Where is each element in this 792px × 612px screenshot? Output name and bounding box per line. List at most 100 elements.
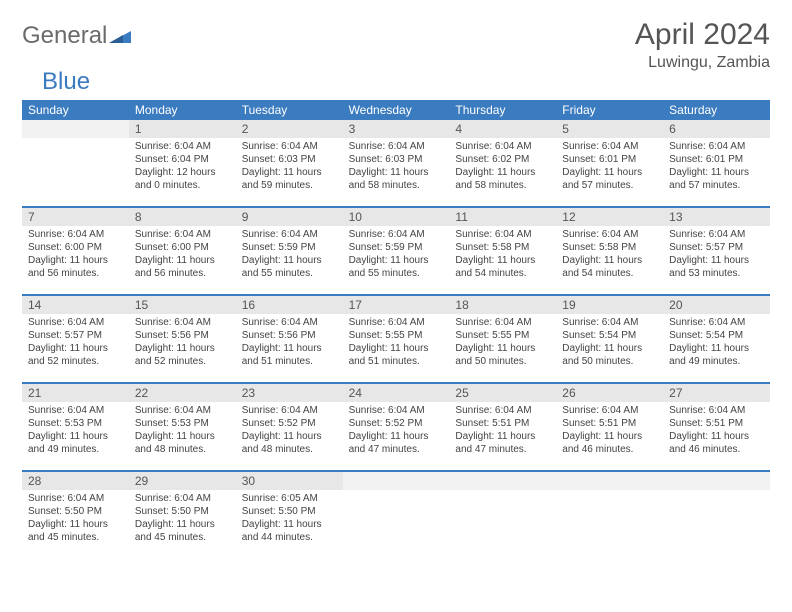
sunrise-text: Sunrise: 6:04 AM: [349, 404, 444, 417]
day-body: Sunrise: 6:05 AMSunset: 5:50 PMDaylight:…: [236, 490, 343, 548]
day-number: [449, 472, 556, 490]
weekday-saturday: Saturday: [663, 100, 770, 120]
sunrise-text: Sunrise: 6:04 AM: [349, 140, 444, 153]
daylight-text: Daylight: 11 hours and 56 minutes.: [28, 254, 123, 280]
calendar-cell: [22, 120, 129, 206]
daylight-text: Daylight: 11 hours and 49 minutes.: [28, 430, 123, 456]
day-body: Sunrise: 6:04 AMSunset: 6:02 PMDaylight:…: [449, 138, 556, 196]
calendar-cell: 22Sunrise: 6:04 AMSunset: 5:53 PMDayligh…: [129, 384, 236, 470]
logo: General: [22, 22, 131, 50]
day-number: 26: [556, 384, 663, 402]
daylight-text: Daylight: 11 hours and 54 minutes.: [455, 254, 550, 280]
day-body: Sunrise: 6:04 AMSunset: 5:58 PMDaylight:…: [556, 226, 663, 284]
day-body: Sunrise: 6:04 AMSunset: 6:03 PMDaylight:…: [236, 138, 343, 196]
sunset-text: Sunset: 5:57 PM: [28, 329, 123, 342]
sunrise-text: Sunrise: 6:04 AM: [242, 228, 337, 241]
sunrise-text: Sunrise: 6:04 AM: [455, 404, 550, 417]
calendar-cell: 17Sunrise: 6:04 AMSunset: 5:55 PMDayligh…: [343, 296, 450, 382]
sunset-text: Sunset: 6:04 PM: [135, 153, 230, 166]
day-body: Sunrise: 6:04 AMSunset: 5:50 PMDaylight:…: [129, 490, 236, 548]
day-number: 6: [663, 120, 770, 138]
day-number: 9: [236, 208, 343, 226]
logo-text-2: Blue: [42, 68, 90, 95]
sunset-text: Sunset: 5:56 PM: [135, 329, 230, 342]
daylight-text: Daylight: 11 hours and 55 minutes.: [349, 254, 444, 280]
day-body: Sunrise: 6:04 AMSunset: 5:50 PMDaylight:…: [22, 490, 129, 548]
sunrise-text: Sunrise: 6:04 AM: [242, 404, 337, 417]
daylight-text: Daylight: 11 hours and 57 minutes.: [562, 166, 657, 192]
calendar-page: General April 2024 Luwingu, Zambia Blue …: [0, 0, 792, 576]
daylight-text: Daylight: 11 hours and 52 minutes.: [28, 342, 123, 368]
day-body: [663, 490, 770, 496]
calendar-week: 14Sunrise: 6:04 AMSunset: 5:57 PMDayligh…: [22, 294, 770, 382]
calendar-cell: [449, 472, 556, 558]
sunset-text: Sunset: 5:51 PM: [669, 417, 764, 430]
day-body: Sunrise: 6:04 AMSunset: 6:03 PMDaylight:…: [343, 138, 450, 196]
sunset-text: Sunset: 5:51 PM: [562, 417, 657, 430]
daylight-text: Daylight: 11 hours and 47 minutes.: [349, 430, 444, 456]
sunset-text: Sunset: 5:54 PM: [562, 329, 657, 342]
day-number: 5: [556, 120, 663, 138]
calendar-cell: 9 Sunrise: 6:04 AMSunset: 5:59 PMDaylight…: [236, 208, 343, 294]
sunrise-text: Sunrise: 6:04 AM: [669, 404, 764, 417]
calendar-cell: 29Sunrise: 6:04 AMSunset: 5:50 PMDayligh…: [129, 472, 236, 558]
calendar-cell: 2Sunrise: 6:04 AMSunset: 6:03 PMDaylight…: [236, 120, 343, 206]
sunset-text: Sunset: 5:52 PM: [242, 417, 337, 430]
sunrise-text: Sunrise: 6:04 AM: [135, 316, 230, 329]
sunrise-text: Sunrise: 6:04 AM: [28, 404, 123, 417]
sunset-text: Sunset: 5:53 PM: [135, 417, 230, 430]
calendar-cell: 14Sunrise: 6:04 AMSunset: 5:57 PMDayligh…: [22, 296, 129, 382]
day-body: Sunrise: 6:04 AMSunset: 5:57 PMDaylight:…: [22, 314, 129, 372]
sunrise-text: Sunrise: 6:04 AM: [562, 316, 657, 329]
daylight-text: Daylight: 11 hours and 48 minutes.: [135, 430, 230, 456]
sunset-text: Sunset: 5:58 PM: [562, 241, 657, 254]
sunset-text: Sunset: 5:55 PM: [349, 329, 444, 342]
day-number: 15: [129, 296, 236, 314]
sunset-text: Sunset: 6:02 PM: [455, 153, 550, 166]
day-body: Sunrise: 6:04 AMSunset: 5:55 PMDaylight:…: [343, 314, 450, 372]
sunset-text: Sunset: 5:54 PM: [669, 329, 764, 342]
day-number: 16: [236, 296, 343, 314]
calendar-cell: 26Sunrise: 6:04 AMSunset: 5:51 PMDayligh…: [556, 384, 663, 470]
day-body: [449, 490, 556, 496]
day-number: [343, 472, 450, 490]
day-body: Sunrise: 6:04 AMSunset: 5:51 PMDaylight:…: [556, 402, 663, 460]
daylight-text: Daylight: 11 hours and 50 minutes.: [562, 342, 657, 368]
sunrise-text: Sunrise: 6:04 AM: [669, 140, 764, 153]
sunrise-text: Sunrise: 6:04 AM: [135, 492, 230, 505]
sunset-text: Sunset: 5:59 PM: [242, 241, 337, 254]
calendar-cell: 24Sunrise: 6:04 AMSunset: 5:52 PMDayligh…: [343, 384, 450, 470]
day-number: 22: [129, 384, 236, 402]
sunrise-text: Sunrise: 6:04 AM: [455, 228, 550, 241]
daylight-text: Daylight: 11 hours and 45 minutes.: [28, 518, 123, 544]
daylight-text: Daylight: 11 hours and 51 minutes.: [242, 342, 337, 368]
sunset-text: Sunset: 6:01 PM: [562, 153, 657, 166]
day-number: 27: [663, 384, 770, 402]
daylight-text: Daylight: 11 hours and 58 minutes.: [455, 166, 550, 192]
day-number: 3: [343, 120, 450, 138]
day-body: Sunrise: 6:04 AMSunset: 5:53 PMDaylight:…: [22, 402, 129, 460]
sunrise-text: Sunrise: 6:04 AM: [349, 316, 444, 329]
calendar-cell: 12Sunrise: 6:04 AMSunset: 5:58 PMDayligh…: [556, 208, 663, 294]
daylight-text: Daylight: 11 hours and 55 minutes.: [242, 254, 337, 280]
day-number: 20: [663, 296, 770, 314]
calendar-cell: 7Sunrise: 6:04 AMSunset: 6:00 PMDaylight…: [22, 208, 129, 294]
sunrise-text: Sunrise: 6:04 AM: [135, 404, 230, 417]
daylight-text: Daylight: 11 hours and 47 minutes.: [455, 430, 550, 456]
daylight-text: Daylight: 11 hours and 53 minutes.: [669, 254, 764, 280]
day-number: 8: [129, 208, 236, 226]
sunrise-text: Sunrise: 6:04 AM: [669, 228, 764, 241]
daylight-text: Daylight: 11 hours and 57 minutes.: [669, 166, 764, 192]
day-body: Sunrise: 6:04 AMSunset: 5:59 PMDaylight:…: [343, 226, 450, 284]
day-number: 23: [236, 384, 343, 402]
sunset-text: Sunset: 5:56 PM: [242, 329, 337, 342]
weekday-friday: Friday: [556, 100, 663, 120]
day-number: 10: [343, 208, 450, 226]
sunrise-text: Sunrise: 6:04 AM: [455, 316, 550, 329]
calendar-grid: Sunday Monday Tuesday Wednesday Thursday…: [22, 100, 770, 558]
day-number: 12: [556, 208, 663, 226]
day-body: Sunrise: 6:04 AMSunset: 5:53 PMDaylight:…: [129, 402, 236, 460]
day-number: 17: [343, 296, 450, 314]
day-body: Sunrise: 6:04 AMSunset: 5:54 PMDaylight:…: [663, 314, 770, 372]
calendar-cell: 18Sunrise: 6:04 AMSunset: 5:55 PMDayligh…: [449, 296, 556, 382]
